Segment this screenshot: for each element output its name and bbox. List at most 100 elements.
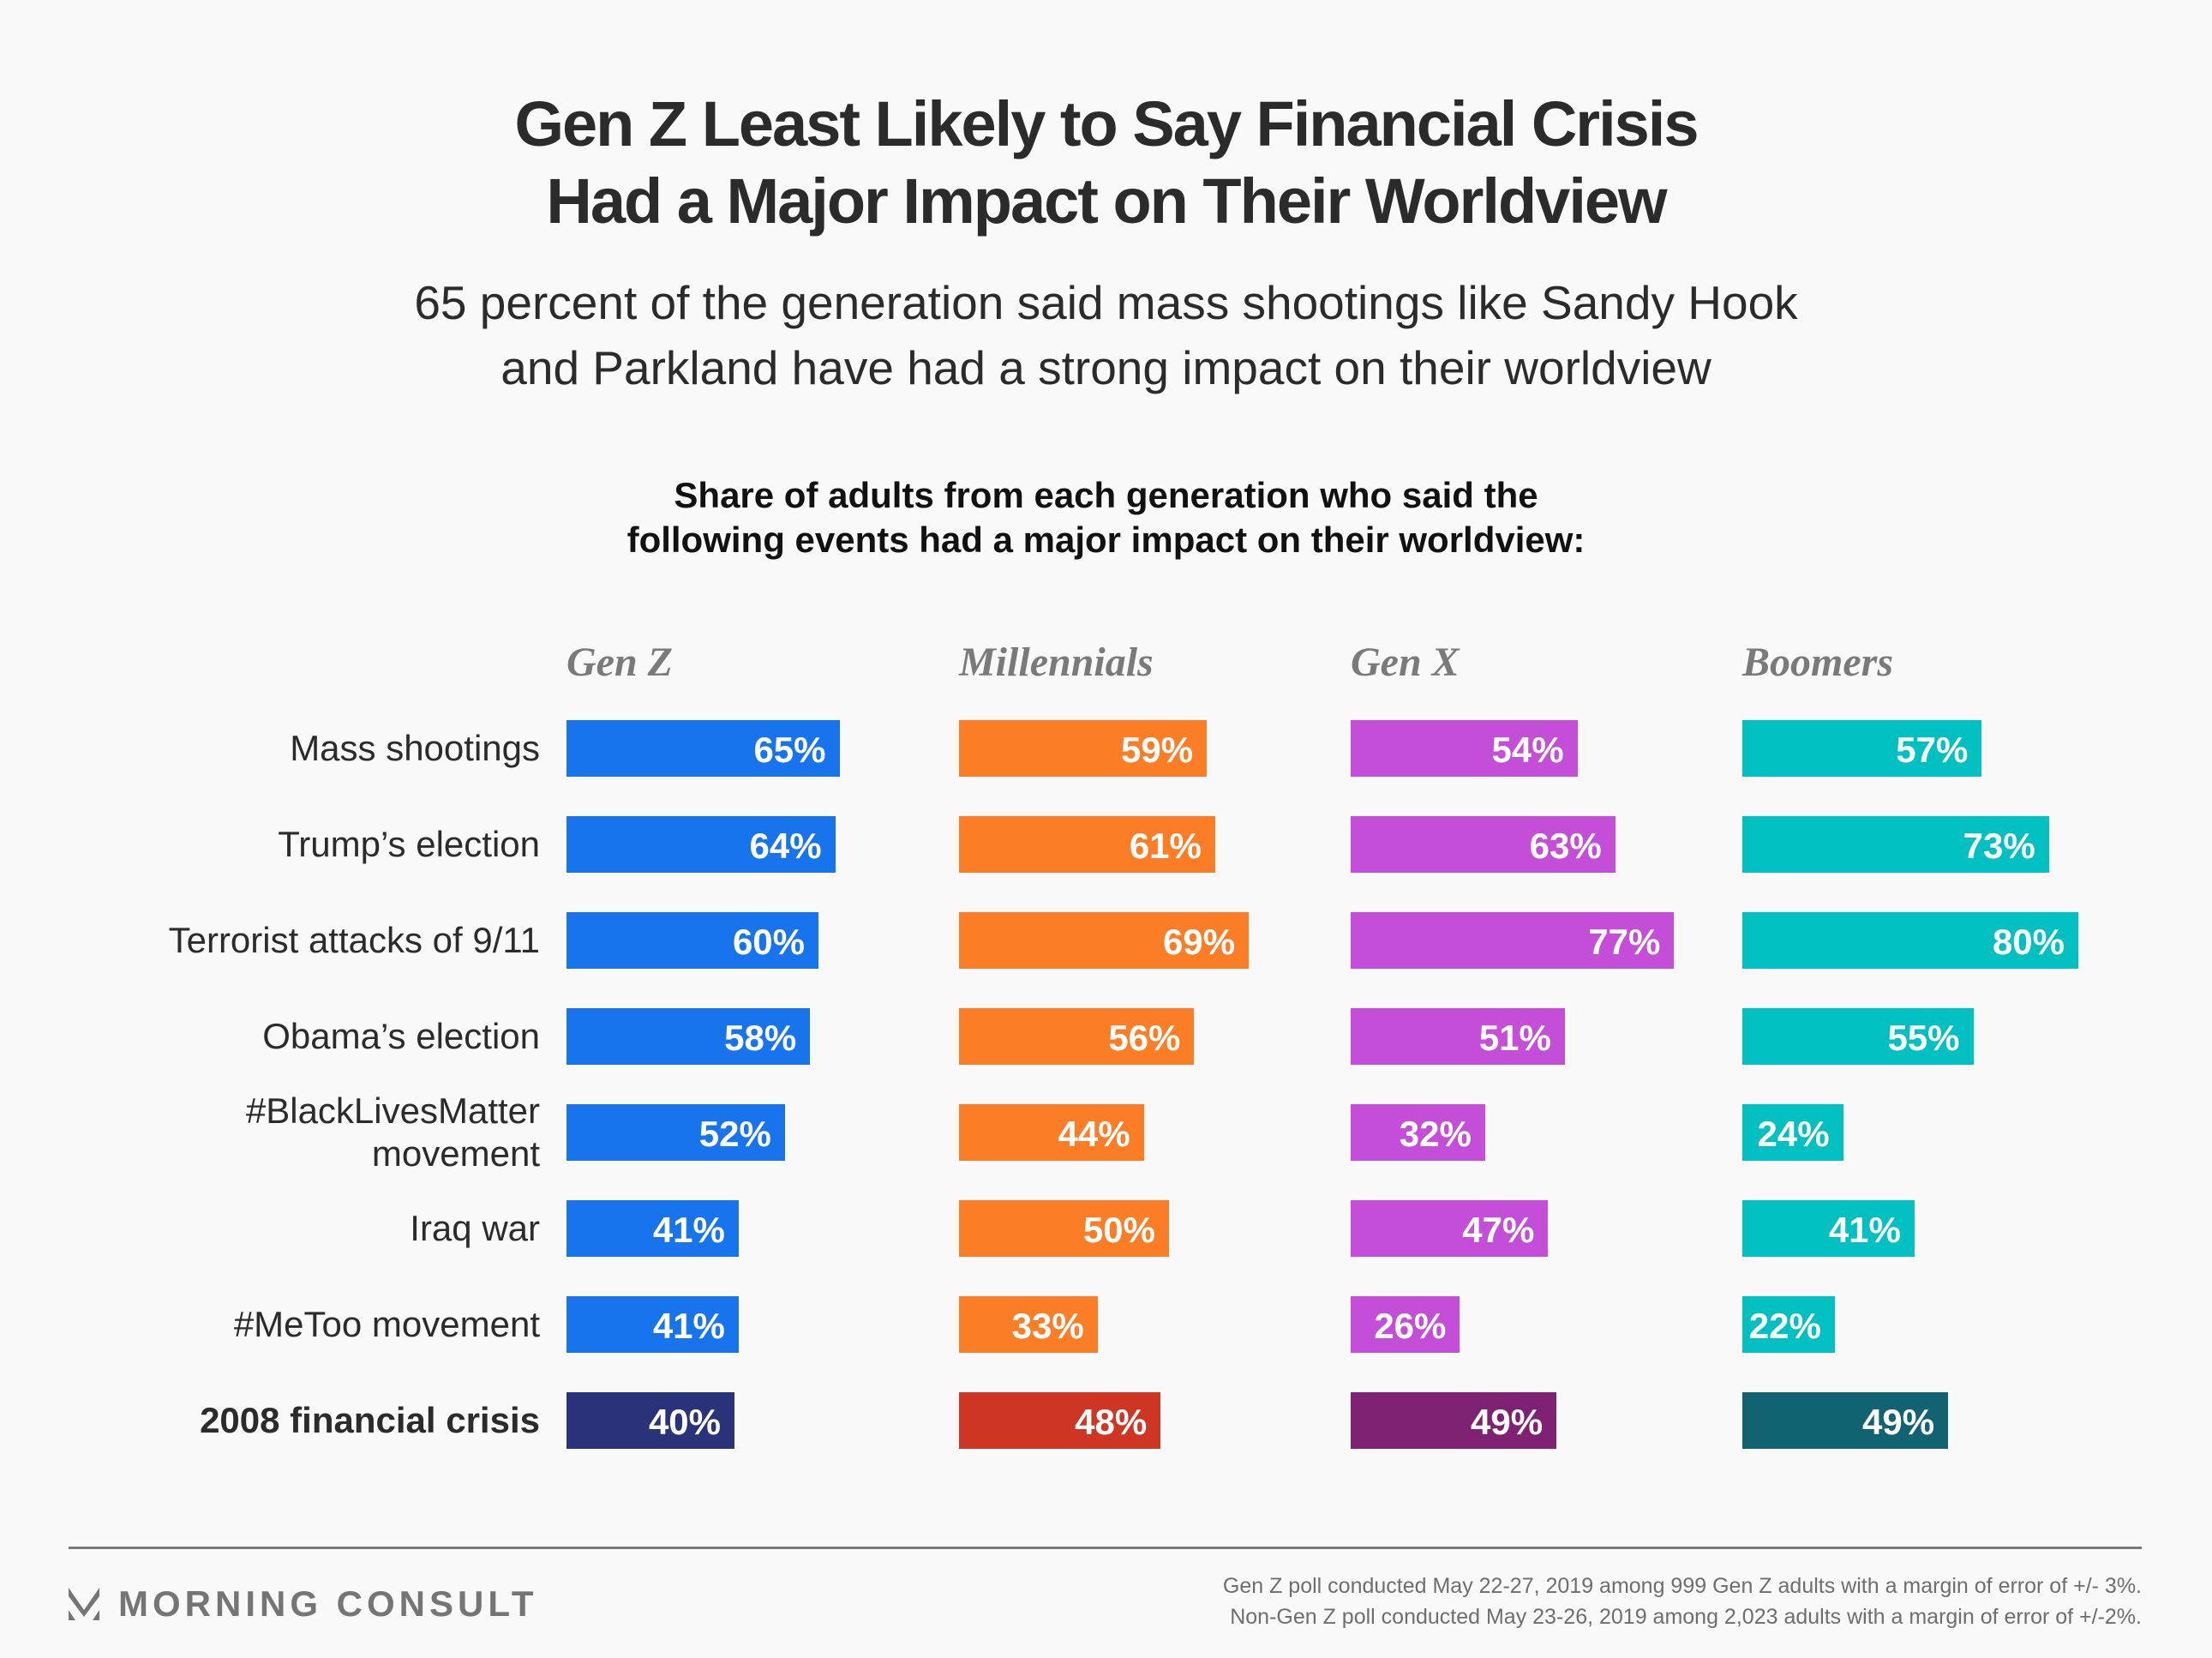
bar-value-label: 50% bbox=[1082, 1210, 1155, 1250]
title-line-2: Had a Major Impact on Their Worldview bbox=[546, 165, 1667, 237]
bar-value-label: 69% bbox=[1163, 922, 1236, 962]
bar-gen-z: 65% bbox=[566, 720, 840, 777]
bar-value-label: 47% bbox=[1462, 1210, 1535, 1250]
row-label: #MeToo movement bbox=[60, 1303, 540, 1346]
bar-value-label: 61% bbox=[1129, 826, 1202, 866]
row-label: Iraq war bbox=[60, 1207, 540, 1250]
bar-value-label: 40% bbox=[648, 1402, 721, 1442]
bar-gen-z: 60% bbox=[566, 912, 818, 969]
subtitle-line-2: and Parkland have had a strong impact on… bbox=[501, 341, 1711, 394]
bar-value-label: 65% bbox=[753, 730, 826, 770]
methodology-notes: Gen Z poll conducted May 22-27, 2019 amo… bbox=[1223, 1571, 2142, 1632]
bar-millennials: 48% bbox=[959, 1392, 1161, 1449]
bar-gen-x: 63% bbox=[1351, 816, 1616, 873]
bar-value-label: 52% bbox=[698, 1114, 771, 1154]
bar-millennials: 33% bbox=[959, 1296, 1098, 1353]
bar-gen-z: 41% bbox=[566, 1200, 739, 1257]
bar-boomers: 49% bbox=[1742, 1392, 1949, 1449]
bar-boomers: 55% bbox=[1742, 1008, 1974, 1065]
bar-value-label: 41% bbox=[652, 1306, 725, 1346]
bar-value-label: 58% bbox=[724, 1018, 797, 1058]
bar-gen-x: 49% bbox=[1351, 1392, 1557, 1449]
bar-gen-z: 52% bbox=[566, 1104, 785, 1161]
subtitle-line-1: 65 percent of the generation said mass s… bbox=[414, 276, 1798, 329]
row-label: Terrorist attacks of 9/11 bbox=[60, 919, 540, 962]
column-header-gen-z: Gen Z bbox=[566, 640, 673, 685]
bar-millennials: 61% bbox=[959, 816, 1215, 873]
row-label-line: #MeToo movement bbox=[233, 1304, 540, 1344]
bar-value-label: 26% bbox=[1374, 1306, 1447, 1346]
row-label-line: #BlackLivesMatter bbox=[245, 1090, 540, 1131]
row-label-line: Mass shootings bbox=[290, 728, 540, 768]
row-label-line: Terrorist attacks of 9/11 bbox=[168, 920, 540, 960]
column-header-boomers: Boomers bbox=[1742, 640, 1894, 685]
bar-value-label: 51% bbox=[1478, 1018, 1551, 1058]
bar-value-label: 54% bbox=[1491, 730, 1564, 770]
bar-gen-x: 54% bbox=[1351, 720, 1578, 777]
bar-gen-z: 64% bbox=[566, 816, 836, 873]
bar-value-label: 80% bbox=[1992, 922, 2065, 962]
row-label-line: Trump’s election bbox=[278, 824, 540, 864]
bar-value-label: 55% bbox=[1887, 1018, 1960, 1058]
bar-value-label: 60% bbox=[732, 922, 805, 962]
bar-millennials: 44% bbox=[959, 1104, 1144, 1161]
note-line-1: Gen Z poll conducted May 22-27, 2019 amo… bbox=[1222, 1574, 2142, 1598]
bar-value-label: 41% bbox=[652, 1210, 725, 1250]
bar-value-label: 49% bbox=[1471, 1402, 1544, 1442]
title-line-1: Gen Z Least Likely to Say Financial Cris… bbox=[514, 88, 1699, 159]
bar-boomers: 41% bbox=[1742, 1200, 1915, 1257]
bar-gen-x: 51% bbox=[1351, 1008, 1565, 1065]
row-label-line: Iraq war bbox=[410, 1208, 540, 1248]
question-line-2: following events had a major impact on t… bbox=[626, 520, 1586, 560]
chart-title: Gen Z Least Likely to Say Financial Cris… bbox=[0, 86, 2212, 240]
bar-gen-z: 41% bbox=[566, 1296, 739, 1353]
bar-millennials: 69% bbox=[959, 912, 1250, 969]
row-label-line: 2008 financial crisis bbox=[200, 1400, 540, 1440]
bar-boomers: 73% bbox=[1742, 816, 2049, 873]
row-label: Obama’s election bbox=[60, 1015, 540, 1058]
bar-value-label: 22% bbox=[1748, 1306, 1821, 1346]
bar-millennials: 50% bbox=[959, 1200, 1169, 1257]
brand-name: MORNING CONSULT bbox=[118, 1583, 538, 1624]
bar-value-label: 33% bbox=[1011, 1306, 1084, 1346]
row-label-line: movement bbox=[371, 1133, 540, 1174]
note-line-2: Non-Gen Z poll conducted May 23-26, 2019… bbox=[1230, 1605, 2142, 1629]
bar-value-label: 24% bbox=[1757, 1114, 1830, 1154]
bar-value-label: 41% bbox=[1828, 1210, 1901, 1250]
bar-gen-x: 77% bbox=[1351, 912, 1675, 969]
bar-value-label: 73% bbox=[1963, 826, 2035, 866]
bar-millennials: 56% bbox=[959, 1008, 1195, 1065]
chart-question: Share of adults from each generation who… bbox=[0, 473, 2212, 562]
row-label: Trump’s election bbox=[60, 823, 540, 866]
question-line-1: Share of adults from each generation who… bbox=[674, 475, 1538, 515]
footer-divider bbox=[69, 1547, 2142, 1549]
bar-value-label: 32% bbox=[1399, 1114, 1472, 1154]
bar-gen-z: 40% bbox=[566, 1392, 734, 1449]
bar-boomers: 57% bbox=[1742, 720, 1982, 777]
bar-value-label: 48% bbox=[1075, 1402, 1148, 1442]
row-label: 2008 financial crisis bbox=[60, 1399, 540, 1442]
bar-gen-x: 47% bbox=[1351, 1200, 1549, 1257]
bar-value-label: 49% bbox=[1862, 1402, 1935, 1442]
bar-boomers: 24% bbox=[1742, 1104, 1843, 1161]
bar-value-label: 77% bbox=[1588, 922, 1661, 962]
row-label: Mass shootings bbox=[60, 727, 540, 770]
column-header-gen-x: Gen X bbox=[1351, 640, 1460, 685]
bar-value-label: 63% bbox=[1529, 826, 1602, 866]
bar-millennials: 59% bbox=[959, 720, 1208, 777]
row-label: #BlackLivesMatter movement bbox=[60, 1090, 540, 1175]
bar-value-label: 64% bbox=[749, 826, 822, 866]
bar-gen-z: 58% bbox=[566, 1008, 811, 1065]
bar-gen-x: 32% bbox=[1351, 1104, 1485, 1161]
bar-boomers: 22% bbox=[1742, 1296, 1835, 1353]
bar-value-label: 44% bbox=[1058, 1114, 1130, 1154]
chart-subtitle-dek: 65 percent of the generation said mass s… bbox=[0, 270, 2212, 400]
column-header-millennials: Millennials bbox=[959, 640, 1154, 685]
bar-gen-x: 26% bbox=[1351, 1296, 1460, 1353]
bar-value-label: 56% bbox=[1108, 1018, 1181, 1058]
bar-value-label: 57% bbox=[1896, 730, 1969, 770]
bar-boomers: 80% bbox=[1742, 912, 2078, 969]
morning-consult-chevron-icon bbox=[69, 1588, 99, 1620]
row-label-line: Obama’s election bbox=[262, 1016, 540, 1056]
morning-consult-logo: MORNING CONSULT bbox=[69, 1583, 538, 1625]
